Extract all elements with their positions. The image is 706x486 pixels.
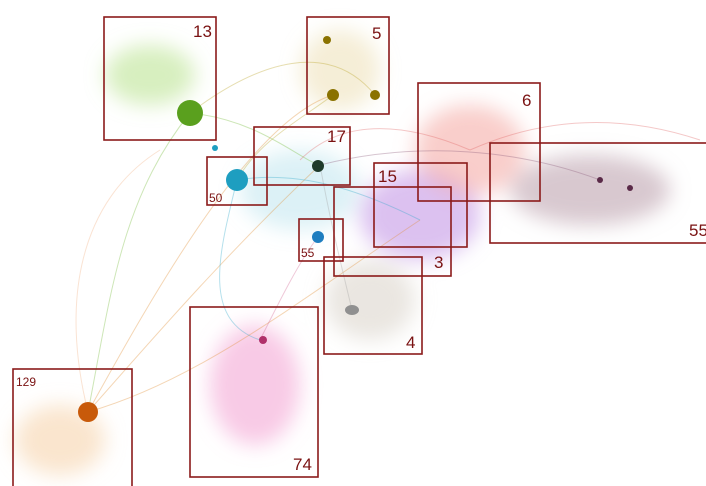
cluster-box <box>298 218 344 262</box>
cluster-box <box>373 162 468 248</box>
node <box>597 177 603 183</box>
edge <box>87 94 334 413</box>
edge <box>319 164 353 311</box>
edge <box>75 149 161 413</box>
cluster-label: 15 <box>378 167 397 186</box>
edge <box>189 112 321 166</box>
cluster-label: 13 <box>193 22 212 41</box>
cluster-label: 129 <box>16 375 36 389</box>
node <box>312 160 324 172</box>
edge <box>469 122 701 151</box>
cluster-box <box>103 16 217 141</box>
cloud <box>240 150 360 230</box>
node <box>212 145 218 151</box>
cluster-label: 4 <box>406 333 415 352</box>
edge <box>299 128 471 161</box>
cluster-box <box>189 306 319 478</box>
cluster-label: 55 <box>301 246 315 260</box>
cloud <box>300 30 380 110</box>
cloud <box>510 155 670 225</box>
cloud <box>15 405 105 475</box>
node <box>627 185 633 191</box>
node <box>177 100 203 126</box>
node <box>370 90 380 100</box>
cloud <box>415 105 525 195</box>
node <box>78 402 98 422</box>
cloud <box>105 45 195 105</box>
cluster-label: 3 <box>434 253 443 272</box>
edge <box>236 94 334 181</box>
cloud <box>325 260 415 340</box>
cluster-box <box>489 142 706 244</box>
edge <box>259 236 319 341</box>
cluster-clouds <box>15 30 670 475</box>
cluster-box <box>333 186 452 277</box>
cluster-label: 6 <box>522 91 531 110</box>
cluster-label: 17 <box>327 127 346 146</box>
cluster-label: 74 <box>293 455 312 474</box>
hub-nodes <box>78 36 633 422</box>
cluster-boxes: 13 5 6 17 50 15 55 55 3 4 129 74 <box>12 16 706 486</box>
node <box>226 169 248 191</box>
cluster-label: 5 <box>372 24 381 43</box>
node <box>327 89 339 101</box>
node <box>323 36 331 44</box>
cloud <box>360 170 480 260</box>
cluster-box <box>206 156 268 206</box>
node <box>312 231 324 243</box>
cluster-box <box>306 16 390 115</box>
cloud <box>210 325 300 445</box>
cluster-box <box>253 126 351 186</box>
edge <box>87 164 321 413</box>
edge <box>319 150 601 181</box>
cluster-box <box>323 256 423 355</box>
cluster-box <box>417 82 541 202</box>
cluster-box <box>12 368 133 486</box>
node <box>345 305 359 315</box>
cluster-label: 55 <box>689 221 706 240</box>
node <box>259 336 267 344</box>
cluster-label: 50 <box>209 191 223 205</box>
